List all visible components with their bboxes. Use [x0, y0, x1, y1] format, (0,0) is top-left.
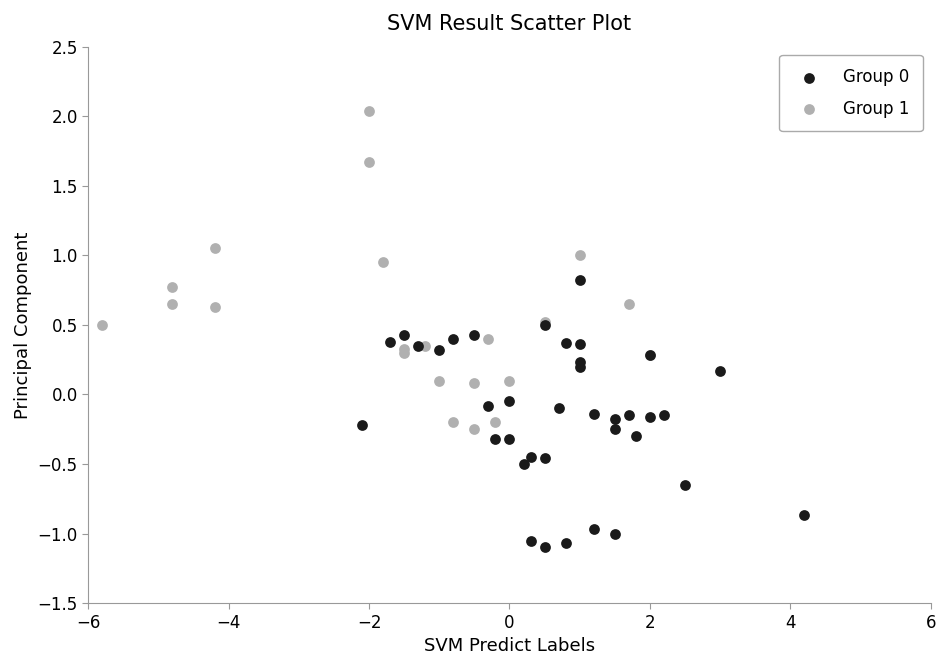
Group 0	[572, 339, 587, 350]
Legend: Group 0, Group 1: Group 0, Group 1	[780, 55, 922, 131]
Group 1	[466, 424, 482, 435]
Group 0	[712, 365, 728, 376]
Group 0	[537, 320, 552, 330]
Group 0	[607, 529, 622, 539]
Group 0	[572, 275, 587, 286]
Group 0	[481, 400, 496, 411]
Group 0	[551, 403, 566, 413]
Group 0	[537, 453, 552, 464]
Group 0	[383, 337, 398, 347]
Group 1	[207, 302, 222, 312]
Group 0	[502, 396, 517, 407]
Group 1	[396, 343, 411, 354]
Group 1	[488, 417, 504, 427]
Group 0	[677, 480, 693, 490]
Group 1	[207, 243, 222, 254]
Group 1	[375, 257, 390, 268]
Group 1	[572, 250, 587, 261]
Group 1	[502, 375, 517, 386]
Group 1	[621, 298, 637, 309]
Group 0	[488, 434, 504, 444]
Title: SVM Result Scatter Plot: SVM Result Scatter Plot	[388, 14, 632, 34]
Group 0	[586, 409, 601, 419]
Group 1	[481, 333, 496, 344]
Group 0	[628, 431, 643, 442]
Group 1	[642, 350, 657, 361]
Group 1	[164, 282, 180, 292]
Group 0	[558, 538, 573, 549]
Group 1	[361, 157, 376, 167]
X-axis label: SVM Predict Labels: SVM Predict Labels	[424, 637, 595, 655]
Group 0	[797, 510, 812, 521]
Group 0	[446, 333, 461, 344]
Group 0	[572, 361, 587, 372]
Group 0	[522, 535, 538, 546]
Group 0	[410, 341, 426, 351]
Group 1	[418, 341, 433, 351]
Group 0	[537, 542, 552, 553]
Group 0	[642, 411, 657, 422]
Group 0	[656, 410, 672, 421]
Group 1	[537, 316, 552, 327]
Group 0	[431, 345, 446, 355]
Group 1	[396, 347, 411, 358]
Group 1	[431, 375, 446, 386]
Group 0	[586, 524, 601, 535]
Group 1	[361, 105, 376, 116]
Group 1	[164, 298, 180, 309]
Group 0	[607, 414, 622, 425]
Group 1	[446, 417, 461, 427]
Y-axis label: Principal Component: Principal Component	[14, 231, 32, 419]
Group 1	[466, 378, 482, 389]
Group 0	[466, 329, 482, 340]
Group 0	[642, 350, 657, 361]
Group 0	[621, 410, 637, 421]
Group 0	[354, 419, 370, 430]
Group 0	[607, 424, 622, 435]
Group 0	[558, 338, 573, 349]
Group 0	[516, 459, 531, 470]
Group 0	[522, 452, 538, 462]
Group 0	[396, 329, 411, 340]
Group 0	[502, 434, 517, 444]
Group 0	[572, 357, 587, 368]
Group 1	[95, 320, 110, 330]
